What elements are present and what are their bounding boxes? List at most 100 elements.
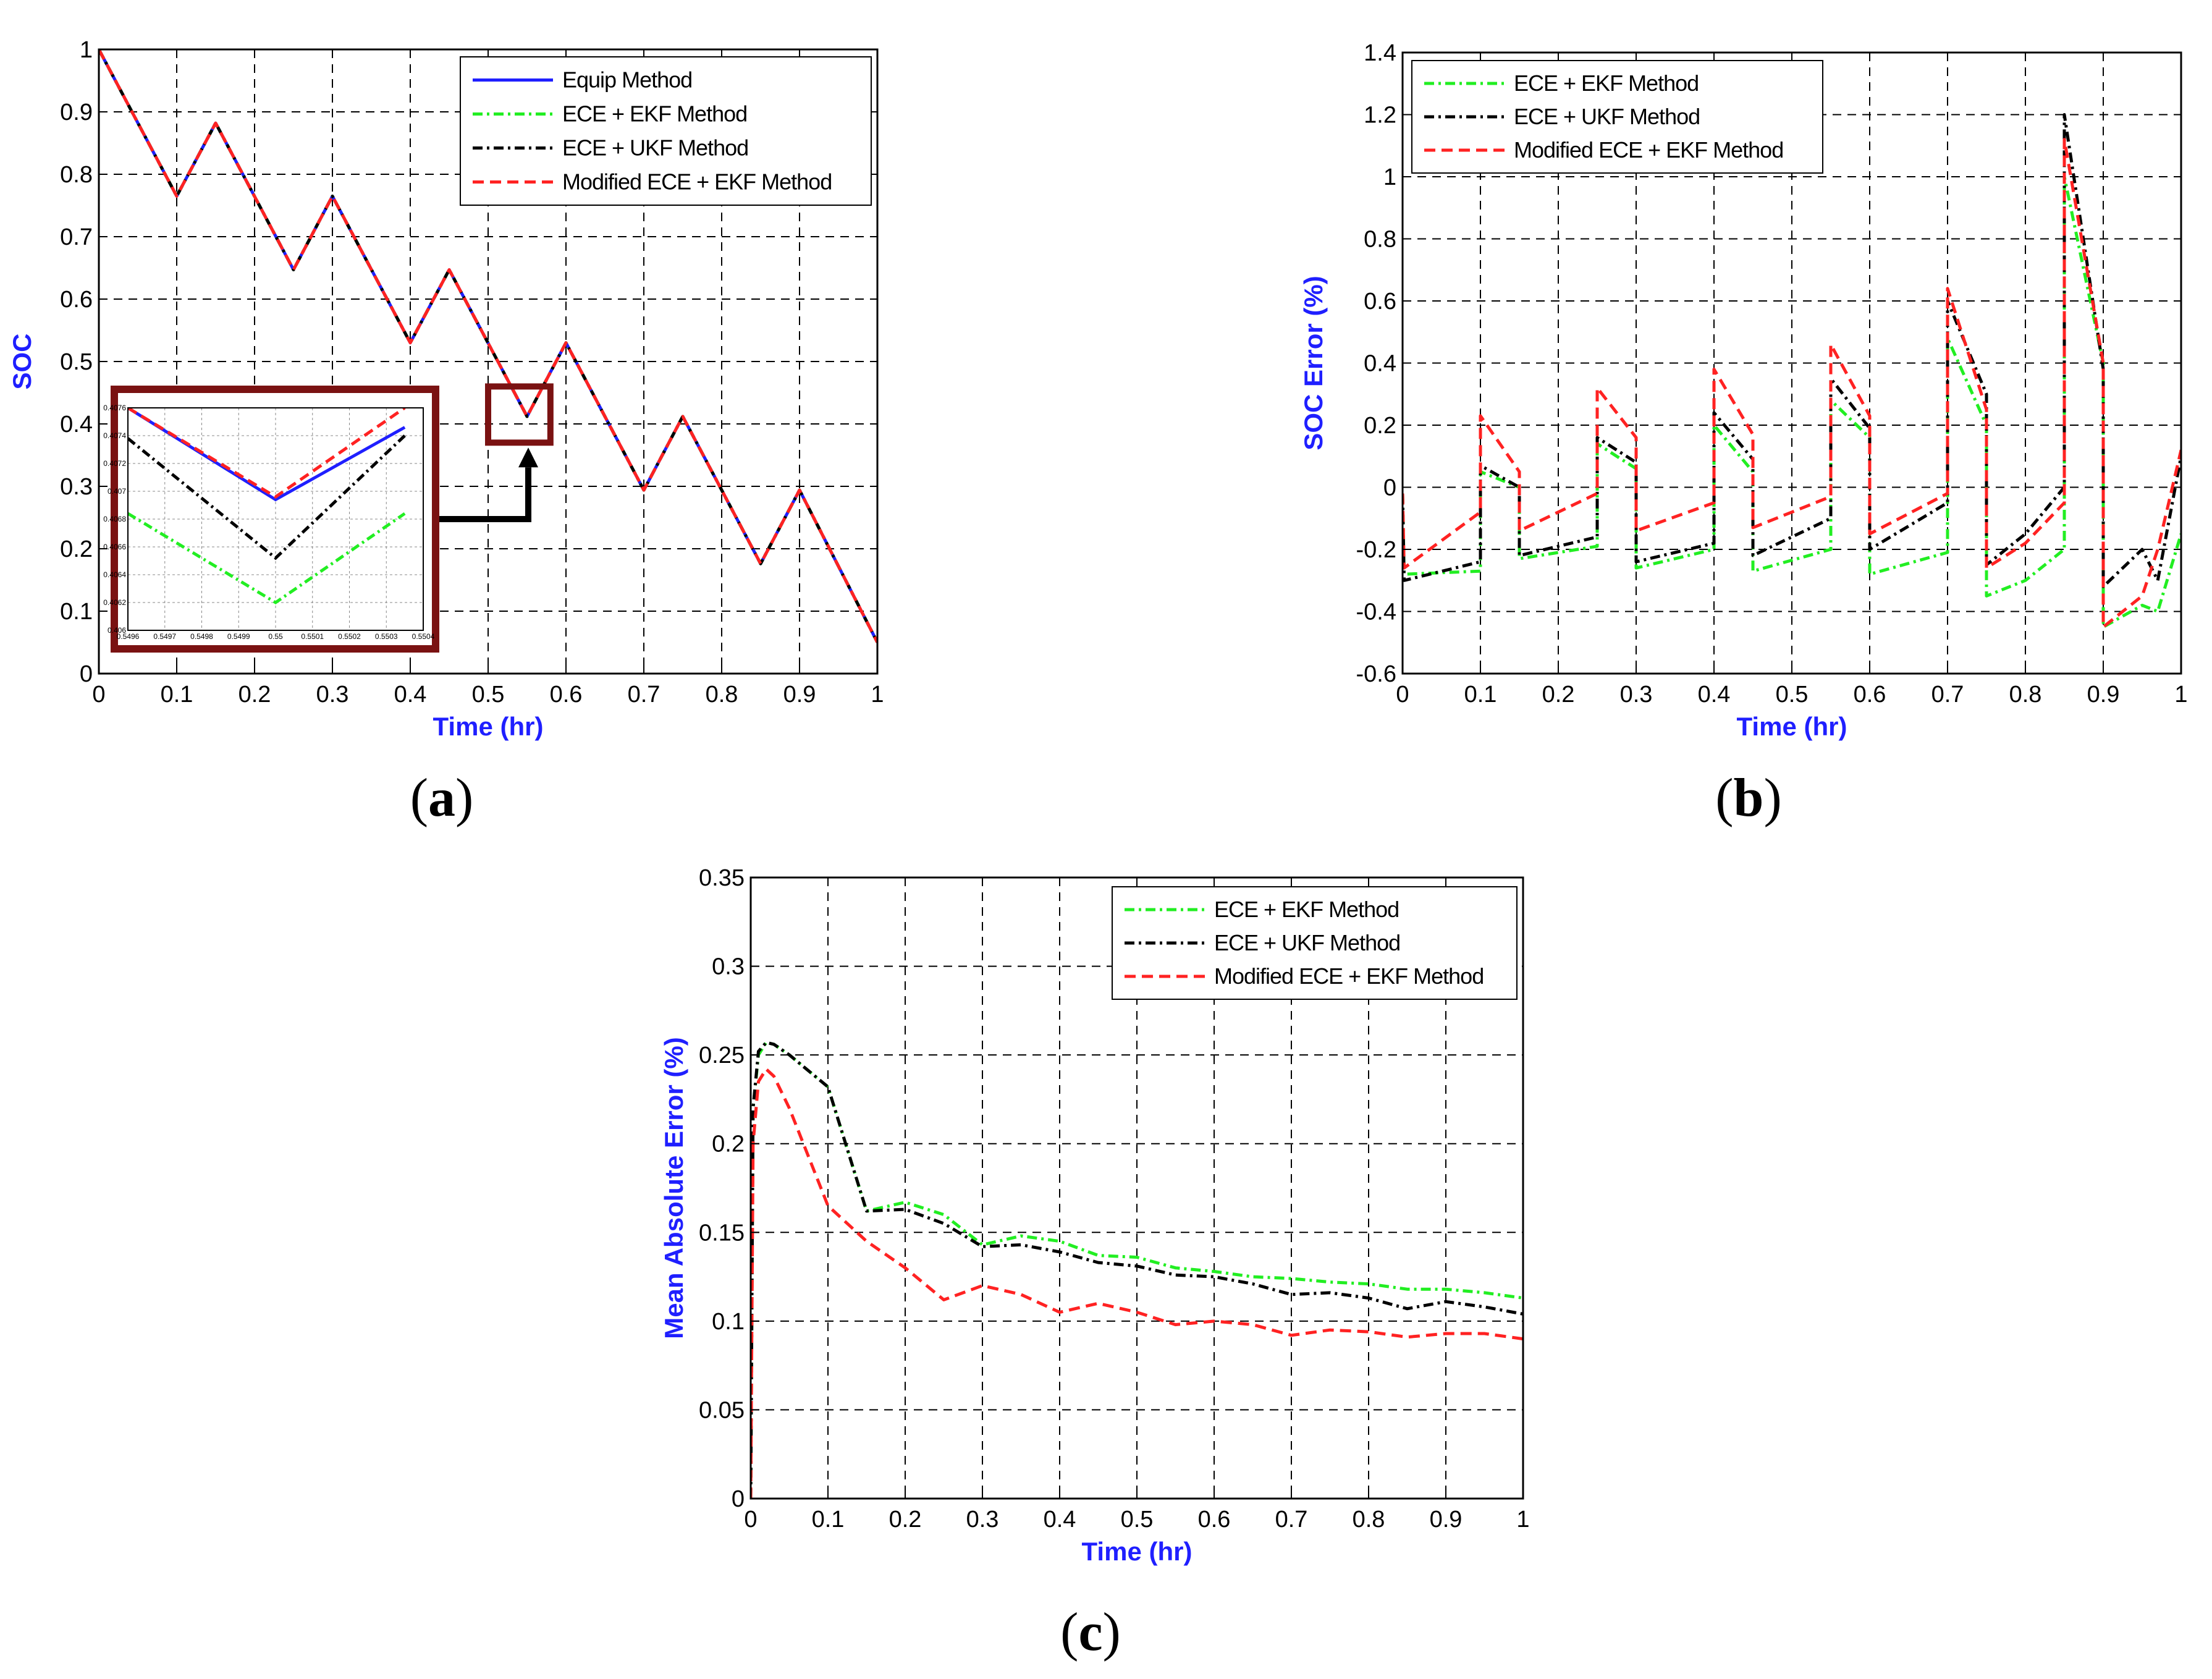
inset-series-line-0 <box>128 408 406 502</box>
xtick-label-a-7: 0.7 <box>628 682 661 708</box>
inset-connector-arrowhead <box>518 447 538 468</box>
y-axis-label-c: Mean Absolute Error (%) <box>659 1037 688 1339</box>
ytick-label-a-4: 0.4 <box>60 412 93 438</box>
legend-c: ECE + EKF Method ECE + UKF Method Modified… <box>1112 886 1518 1000</box>
ytick-label-b-5: 0.4 <box>1364 351 1396 377</box>
zoom-box <box>485 383 554 446</box>
panel-label-b: (b) <box>1715 768 1782 828</box>
xtick-label-c-10: 1 <box>1516 1507 1529 1533</box>
xtick-label-c-0: 0 <box>744 1507 757 1533</box>
xtick-label-c-8: 0.8 <box>1353 1507 1385 1533</box>
ytick-label-b-7: 0.8 <box>1364 227 1396 253</box>
panel-label-b-letter: b <box>1734 768 1764 828</box>
inset-ytick-label-8: 0.4076 <box>103 404 126 412</box>
inset-xtick-label-7: 0.5503 <box>375 632 398 641</box>
panel-label-a-open: ( <box>410 768 428 828</box>
y-axis-label-b: SOC Error (%) <box>1299 276 1328 450</box>
series-line-b-2 <box>1403 138 2181 629</box>
y-axis-label-a: SOC <box>7 333 36 389</box>
ytick-label-a-6: 0.6 <box>60 287 93 313</box>
legend-b: ECE + EKF Method ECE + UKF Method Modified… <box>1411 60 1823 174</box>
legend-label-a-0: Equip Method <box>562 67 692 93</box>
ytick-label-b-2: -0.2 <box>1356 537 1396 563</box>
inset-ytick-label-7: 0.4074 <box>103 431 126 440</box>
ytick-label-b-0: -0.6 <box>1356 661 1396 687</box>
xtick-label-a-8: 0.8 <box>706 682 738 708</box>
ytick-label-b-10: 1.4 <box>1364 40 1396 66</box>
xtick-label-a-4: 0.4 <box>394 682 427 708</box>
inset-connector-line <box>439 467 531 522</box>
panel-label-a-letter: a <box>428 768 455 828</box>
inset-chart: 0.5496 0.5497 0.5498 0.5499 0.55 0.5501 0.5502… <box>103 404 434 641</box>
inset-xtick-label-2: 0.5498 <box>190 632 213 641</box>
xtick-label-c-9: 0.9 <box>1430 1507 1463 1533</box>
legend-label-a-3: Modified ECE + EKF Method <box>562 169 832 195</box>
panel-label-b-open: ( <box>1715 768 1733 828</box>
chart-a: 0 0.1 0.2 0.3 0.4 0.5 0.6 0.7 0.8 0.9 1 0 0.1 0.2 0.3 0… <box>7 37 884 741</box>
panel-label-c: (c) <box>1060 1602 1121 1662</box>
inset-ytick-label-5: 0.407 <box>108 487 126 496</box>
ytick-label-b-8: 1 <box>1383 164 1396 190</box>
ytick-label-a-5: 0.5 <box>60 349 93 375</box>
panel-label-c-letter: c <box>1078 1602 1102 1662</box>
xtick-label-c-1: 0.1 <box>812 1507 845 1533</box>
xtick-label-b-1: 0.1 <box>1464 682 1497 708</box>
xtick-label-a-2: 0.2 <box>239 682 271 708</box>
ytick-label-a-1: 0.1 <box>60 599 93 625</box>
inset-ytick-label-0: 0.406 <box>108 626 126 635</box>
series-line-a-3 <box>99 49 877 643</box>
xtick-label-a-0: 0 <box>92 682 105 708</box>
legend-label-c-1: ECE + UKF Method <box>1214 930 1400 955</box>
xtick-label-a-1: 0.1 <box>161 682 193 708</box>
inset-series-line-2 <box>128 434 406 560</box>
xtick-label-b-0: 0 <box>1396 682 1409 708</box>
panel-label-c-open: ( <box>1060 1602 1078 1662</box>
inset-ytick-label-2: 0.4064 <box>103 570 126 579</box>
chart-b: 0 0.1 0.2 0.3 0.4 0.5 0.6 0.7 0.8 0.9 1 -0.6 -0.4 -0.… <box>1299 40 2188 741</box>
inset-xtick-label-8: 0.5504 <box>412 632 435 641</box>
ytick-label-b-6: 0.6 <box>1364 289 1396 315</box>
x-axis-label-c: Time (hr) <box>1082 1537 1193 1566</box>
ytick-label-b-1: -0.4 <box>1356 599 1396 625</box>
xtick-label-c-7: 0.7 <box>1275 1507 1308 1533</box>
panel-label-c-close: ) <box>1103 1602 1121 1662</box>
ytick-label-c-0: 0 <box>732 1486 745 1512</box>
legend-label-b-1: ECE + UKF Method <box>1514 104 1700 129</box>
legend-box-c <box>1112 886 1518 1000</box>
xtick-label-b-7: 0.7 <box>1931 682 1964 708</box>
chart-c: 0 0.1 0.2 0.3 0.4 0.5 0.6 0.7 0.8 0.9 1 0 0.05 0.1 0.1… <box>659 865 1530 1566</box>
xtick-label-a-3: 0.3 <box>316 682 349 708</box>
xtick-label-c-3: 0.3 <box>966 1507 999 1533</box>
xtick-label-b-6: 0.6 <box>1854 682 1886 708</box>
ytick-label-c-5: 0.25 <box>699 1043 745 1068</box>
inset-ytick-label-6: 0.4072 <box>103 459 126 468</box>
series-line-a-2 <box>99 49 877 643</box>
inset-xtick-label-1: 0.5497 <box>153 632 176 641</box>
ytick-label-b-4: 0.2 <box>1364 413 1396 439</box>
series-line-c-2 <box>751 1067 1523 1499</box>
inset-xtick-label-3: 0.5499 <box>227 632 250 641</box>
xtick-label-a-9: 0.9 <box>783 682 816 708</box>
xtick-label-a-10: 1 <box>871 682 884 708</box>
ytick-label-b-3: 0 <box>1383 475 1396 501</box>
xtick-label-c-2: 0.2 <box>889 1507 922 1533</box>
ytick-label-a-9: 0.9 <box>60 99 93 125</box>
ytick-label-c-1: 0.05 <box>699 1397 745 1423</box>
xtick-label-c-5: 0.5 <box>1121 1507 1154 1533</box>
legend-label-a-2: ECE + UKF Method <box>562 135 748 161</box>
ytick-label-c-3: 0.15 <box>699 1220 745 1246</box>
xtick-label-b-2: 0.2 <box>1542 682 1575 708</box>
legend-label-c-2: Modified ECE + EKF Method <box>1214 963 1484 989</box>
ytick-label-c-6: 0.3 <box>712 954 745 980</box>
xtick-label-b-10: 1 <box>2174 682 2187 708</box>
inset-series-line-3 <box>128 408 406 499</box>
inset-ytick-label-4: 0.4068 <box>103 515 126 523</box>
xtick-label-a-6: 0.6 <box>550 682 583 708</box>
inset-xtick-label-4: 0.55 <box>268 632 283 641</box>
ytick-label-a-2: 0.2 <box>60 536 93 562</box>
x-axis-label-a: Time (hr) <box>433 712 544 741</box>
x-axis-label-b: Time (hr) <box>1737 712 1847 741</box>
panel-label-a-close: ) <box>455 768 473 828</box>
ytick-label-b-9: 1.2 <box>1364 103 1396 129</box>
